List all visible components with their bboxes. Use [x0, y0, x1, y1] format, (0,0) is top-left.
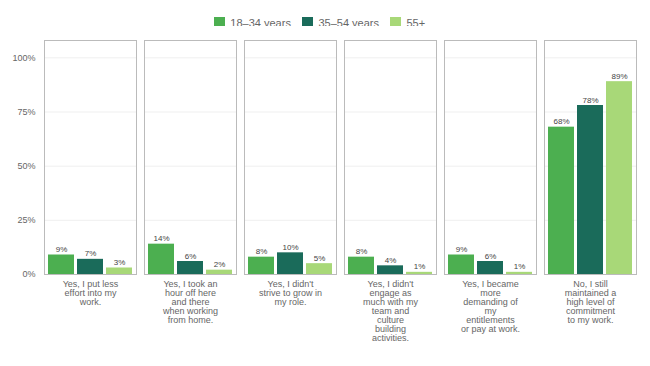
svg-text:Yes, I didn'tstrive to grow in: Yes, I didn'tstrive to grow inmy role. [259, 279, 322, 307]
svg-text:1%: 1% [414, 262, 426, 271]
svg-text:78%: 78% [582, 96, 598, 105]
svg-text:5%: 5% [314, 254, 326, 263]
svg-text:Yes, I didn'tengage asmuch wit: Yes, I didn'tengage asmuch with myteam a… [363, 279, 419, 343]
svg-text:No, I stillmaintained ahigh le: No, I stillmaintained ahigh level ofcomm… [565, 279, 617, 325]
html-text:18–34 years: 18–34 years [230, 16, 291, 29]
svg-text:6%: 6% [485, 252, 497, 261]
svg-text:Yes, I becamemoredemanding ofm: Yes, I becamemoredemanding ofmyentitleme… [461, 279, 520, 334]
svg-text:25%: 25% [17, 215, 35, 225]
svg-text:3%: 3% [114, 258, 126, 267]
svg-text:8%: 8% [256, 247, 268, 256]
svg-text:2%: 2% [214, 260, 226, 269]
svg-text:100%: 100% [12, 53, 35, 63]
svg-text:8%: 8% [356, 247, 368, 256]
svg-text:68%: 68% [553, 117, 569, 126]
svg-text:7%: 7% [85, 249, 97, 258]
svg-text:75%: 75% [17, 107, 35, 117]
svg-text:9%: 9% [56, 245, 68, 254]
svg-text:0%: 0% [22, 269, 35, 279]
svg-text:Yes, I took anhour off hereand: Yes, I took anhour off hereand therewhen… [162, 279, 218, 325]
html-text:55+: 55+ [406, 16, 426, 29]
svg-text:89%: 89% [611, 72, 627, 81]
svg-text:6%: 6% [185, 252, 197, 261]
svg-text:10%: 10% [282, 243, 298, 252]
svg-text:9%: 9% [456, 245, 468, 254]
svg-text:4%: 4% [385, 256, 397, 265]
svg-text:Yes, I put lesseffort into myw: Yes, I put lesseffort into mywork. [63, 279, 119, 307]
svg-text:14%: 14% [153, 234, 169, 243]
html-text:35–54 years: 35–54 years [318, 16, 379, 29]
svg-text:50%: 50% [17, 161, 35, 171]
svg-text:1%: 1% [514, 262, 526, 271]
